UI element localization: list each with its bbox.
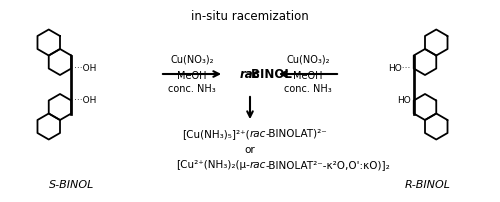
Text: Cu(NO₃)₂: Cu(NO₃)₂ <box>170 54 214 64</box>
Text: in-situ racemization: in-situ racemization <box>191 10 309 23</box>
Text: -BINOLAT²⁻-κ²O,O':κO)]₂: -BINOLAT²⁻-κ²O,O':κO)]₂ <box>265 160 390 170</box>
Text: conc. NH₃: conc. NH₃ <box>168 84 216 94</box>
Text: [Cu(NH₃)₅]²⁺(: [Cu(NH₃)₅]²⁺( <box>182 129 250 139</box>
Text: HO···: HO··· <box>388 64 410 73</box>
Text: -BINOL: -BINOL <box>208 67 292 81</box>
Text: rac: rac <box>250 160 266 170</box>
Text: rac: rac <box>240 67 260 81</box>
Text: conc. NH₃: conc. NH₃ <box>284 84 332 94</box>
Text: ···OH: ···OH <box>74 96 96 105</box>
Text: or: or <box>244 145 256 155</box>
Text: rac: rac <box>250 129 266 139</box>
Text: S-BINOL: S-BINOL <box>50 180 94 190</box>
Text: R-BINOL: R-BINOL <box>405 180 451 190</box>
Text: -BINOLAT)²⁻: -BINOLAT)²⁻ <box>265 129 327 139</box>
Text: Cu(NO₃)₂: Cu(NO₃)₂ <box>286 54 330 64</box>
Text: MeOH: MeOH <box>177 71 207 81</box>
Text: MeOH: MeOH <box>293 71 323 81</box>
Text: HO: HO <box>397 96 410 105</box>
Text: ···OH: ···OH <box>74 64 96 73</box>
Text: [Cu²⁺(NH₃)₂(μ-: [Cu²⁺(NH₃)₂(μ- <box>176 160 250 170</box>
